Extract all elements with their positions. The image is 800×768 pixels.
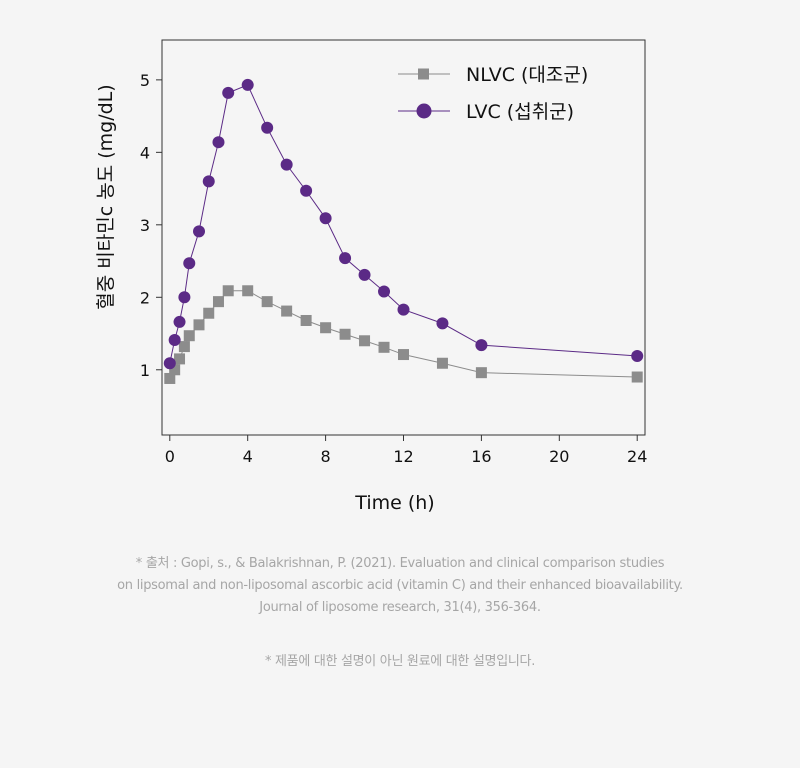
data-point-square — [242, 285, 254, 297]
data-point-square — [436, 357, 448, 369]
disclaimer-note: * 제품에 대한 설명이 아닌 원료에 대한 설명입니다. — [264, 654, 536, 669]
data-point-circle — [631, 350, 644, 362]
series-layer — [163, 78, 644, 384]
data-point-circle — [222, 86, 235, 99]
data-point-square — [169, 364, 181, 376]
source-citation-line-2: on lipsomal and non-liposomal ascorbic a… — [117, 578, 683, 593]
data-point-circle — [183, 257, 196, 270]
data-point-square — [164, 372, 176, 384]
data-point-square — [378, 341, 390, 353]
data-point-circle — [358, 268, 371, 281]
y-axis: 1 2 3 4 5 — [140, 71, 162, 380]
data-point-circle — [241, 78, 254, 91]
data-point-square — [261, 296, 273, 308]
data-point-square — [178, 341, 190, 353]
data-point-square — [193, 319, 205, 331]
y-axis-title: 혈중 비타민c 농도 (mg/dL) — [95, 84, 117, 309]
data-point-circle — [173, 315, 186, 328]
data-point-circle — [319, 212, 332, 225]
data-point-square — [212, 296, 224, 308]
data-point-square — [631, 371, 643, 383]
source-citation-line-1: * 출처 : Gopi, s., & Balakrishnan, P. (202… — [135, 556, 665, 571]
data-point-circle — [168, 334, 181, 347]
x-tick-label: 24 — [627, 447, 647, 466]
data-point-circle — [475, 339, 488, 352]
data-point-circle — [212, 136, 225, 149]
x-tick-label: 8 — [321, 447, 331, 466]
data-point-circle — [436, 317, 449, 330]
data-point-square — [475, 367, 487, 379]
y-tick-label: 1 — [140, 361, 150, 380]
data-point-square — [398, 349, 409, 361]
data-point-square — [183, 330, 195, 342]
x-tick-label: 20 — [549, 447, 569, 466]
data-point-circle — [378, 285, 391, 298]
data-point-circle — [193, 225, 206, 238]
data-point-circle — [397, 303, 410, 316]
y-tick-label: 3 — [140, 216, 150, 235]
x-tick-label: 12 — [393, 447, 413, 466]
source-citation: * 출처 : Gopi, s., & Balakrishnan, P. (202… — [0, 553, 800, 619]
data-point-circle — [300, 184, 313, 197]
data-point-circle — [202, 175, 215, 188]
legend-marker-circle — [416, 103, 432, 119]
legend-marker-square — [418, 68, 429, 80]
data-point-square — [320, 322, 332, 334]
data-point-square — [203, 307, 215, 319]
data-point-square — [174, 353, 186, 365]
x-axis-title: Time (h) — [354, 492, 434, 514]
data-point-circle — [178, 291, 191, 304]
x-axis: 0 4 8 12 16 20 24 — [165, 435, 647, 466]
x-tick-label: 16 — [471, 447, 491, 466]
data-point-circle — [261, 121, 274, 134]
data-point-square — [281, 305, 293, 317]
data-point-square — [339, 328, 351, 340]
data-point-square — [359, 335, 371, 347]
legend-label: NLVC (대조군) — [466, 64, 588, 86]
data-point-circle — [163, 357, 176, 370]
data-point-square — [300, 314, 312, 326]
data-point-square — [222, 285, 234, 297]
plot-area-background — [162, 40, 645, 435]
y-tick-label: 2 — [140, 288, 150, 307]
data-point-circle — [280, 158, 293, 171]
y-tick-label: 5 — [140, 71, 150, 90]
x-tick-label: 0 — [165, 447, 175, 466]
source-citation-line-3: Journal of liposome research, 31(4), 356… — [259, 600, 541, 615]
legend-label: LVC (섭취군) — [466, 101, 574, 123]
data-point-circle — [339, 252, 352, 265]
x-tick-label: 4 — [243, 447, 253, 466]
legend: NLVC (대조군) LVC (섭취군) — [398, 64, 588, 123]
y-tick-label: 4 — [140, 143, 150, 162]
